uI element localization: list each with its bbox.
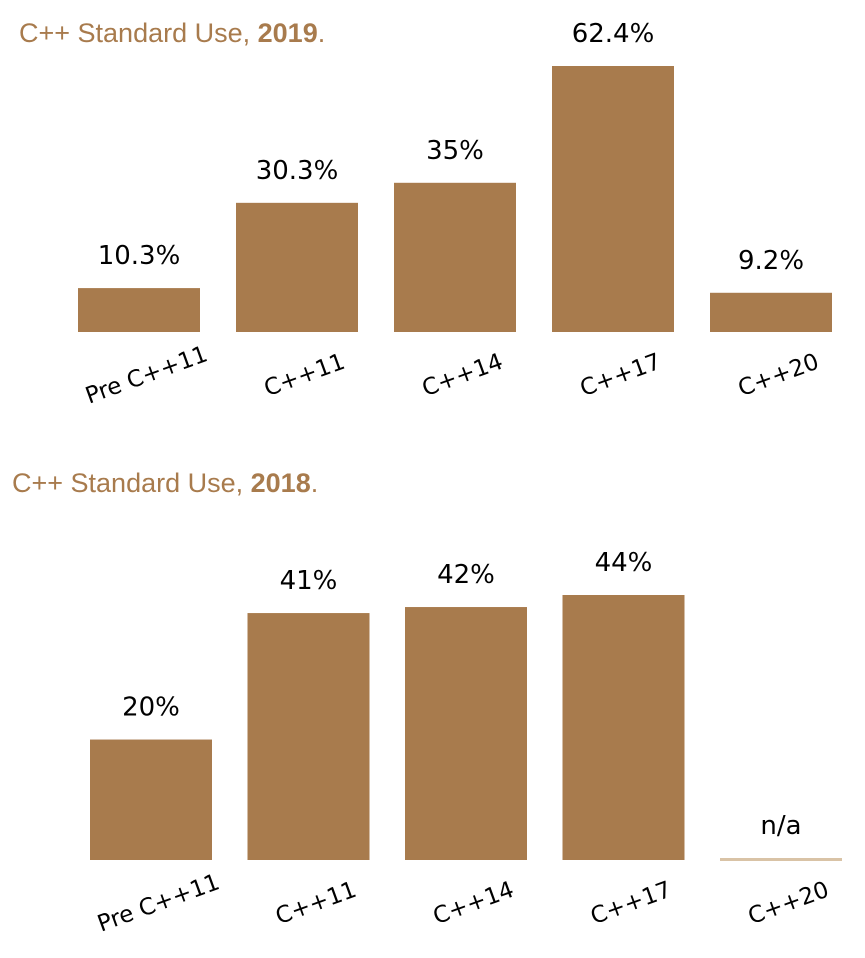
value-label-pre-cpp11: 20% — [122, 693, 180, 723]
chart-title-prefix: C++ Standard Use, — [12, 468, 251, 498]
chart-2018: C++ Standard Use, 2018. 20% Pre C++11 41% C… — [0, 450, 865, 955]
bar-cpp11 — [236, 202, 358, 332]
tick-label-cpp14: C++14 — [430, 877, 518, 930]
value-label-cpp20: n/a — [760, 811, 801, 841]
bar-chart-2018: 20% Pre C++11 41% C++11 42% C++14 44% C++17 n/a C… — [90, 548, 842, 937]
tick-label-cpp14: C++14 — [419, 349, 507, 402]
chart-title-prefix: C++ Standard Use, — [19, 18, 258, 48]
chart-title-suffix: . — [317, 18, 326, 48]
bar-cpp20-empty — [720, 858, 842, 861]
value-label-cpp14: 42% — [437, 560, 495, 590]
tick-label-cpp11: C++11 — [272, 877, 360, 930]
bar-pre-cpp11 — [90, 739, 212, 860]
chart-2019: C++ Standard Use, 2019. 10.3% Pre C++11 30… — [0, 0, 865, 440]
value-label-cpp17: 62.4% — [572, 19, 655, 49]
bar-cpp14 — [394, 182, 516, 332]
bar-cpp20 — [710, 292, 832, 332]
chart-title-suffix: . — [310, 468, 319, 498]
bar-cpp11 — [247, 613, 370, 860]
chart-title-year: 2018 — [250, 468, 311, 498]
chart-title: C++ Standard Use, 2019. — [19, 18, 325, 49]
bar-cpp14 — [405, 607, 527, 860]
value-label-cpp11: 30.3% — [256, 156, 339, 186]
value-label-cpp11: 41% — [280, 566, 338, 596]
value-label-cpp14: 35% — [426, 136, 484, 166]
tick-label-cpp17: C++17 — [577, 349, 665, 402]
chart-title-year: 2019 — [257, 18, 318, 48]
tick-label-cpp20: C++20 — [735, 349, 823, 402]
value-label-pre-cpp11: 10.3% — [98, 241, 181, 271]
bar-cpp17 — [552, 66, 674, 332]
tick-label-cpp17: C++17 — [587, 877, 675, 930]
tick-label-cpp20: C++20 — [745, 877, 833, 930]
tick-label-cpp11: C++11 — [261, 349, 349, 402]
bar-cpp17 — [562, 595, 685, 860]
bar-pre-cpp11 — [78, 288, 200, 332]
chart-title: C++ Standard Use, 2018. — [12, 468, 318, 499]
tick-label-pre-cpp11: Pre C++11 — [94, 869, 223, 937]
value-label-cpp17: 44% — [595, 548, 653, 578]
tick-label-pre-cpp11: Pre C++11 — [82, 341, 211, 409]
bar-chart-2019: 10.3% Pre C++11 30.3% C++11 35% C++14 62.4% C++… — [78, 19, 832, 409]
value-label-cpp20: 9.2% — [738, 246, 804, 276]
